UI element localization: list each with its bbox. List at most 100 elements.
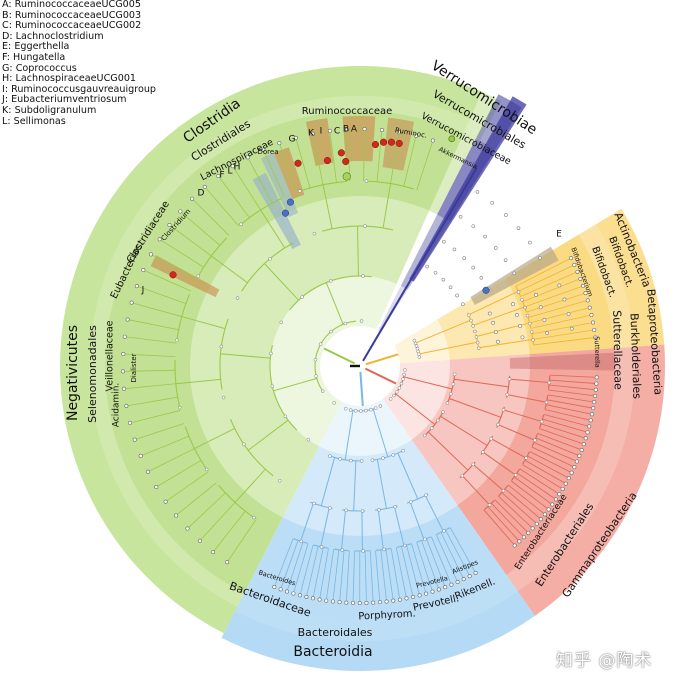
tree-branch xyxy=(174,360,181,408)
tree-branch xyxy=(312,135,324,185)
tree-node xyxy=(512,271,517,276)
tree-branch xyxy=(241,198,282,225)
taxon-label: Dorea xyxy=(258,148,279,156)
tree-branch xyxy=(454,378,509,388)
tree-node xyxy=(569,326,574,331)
clade-ring xyxy=(221,591,535,672)
leaf-node xyxy=(593,335,598,340)
clade-ring xyxy=(244,382,507,622)
legend-item: F: Hungatella xyxy=(2,51,66,63)
leaf-node xyxy=(230,164,235,169)
tree-branch xyxy=(125,353,176,358)
leaf-node xyxy=(397,130,402,135)
taxon-label: G xyxy=(289,135,296,145)
tree-branch xyxy=(459,461,476,479)
tree-node xyxy=(524,456,528,460)
leaf-node xyxy=(202,184,207,189)
tree-branch xyxy=(507,484,544,514)
tree-node xyxy=(474,335,479,339)
tree-branch xyxy=(357,226,359,277)
leaf-node xyxy=(566,476,571,481)
leaf-node xyxy=(443,585,448,590)
tree-node xyxy=(374,406,378,410)
tree-node xyxy=(442,529,446,533)
tree-node xyxy=(496,422,500,427)
tree-branch xyxy=(129,319,179,331)
clade-ring xyxy=(394,234,615,364)
leaf-node xyxy=(121,369,126,374)
leaf-node xyxy=(553,497,558,502)
leaf-node xyxy=(404,596,409,601)
tree-node xyxy=(177,405,182,410)
tree-branch xyxy=(377,509,384,550)
tree-branch xyxy=(395,393,436,425)
tree-node xyxy=(306,437,311,442)
leaf-node xyxy=(127,420,132,425)
tree-node xyxy=(476,346,481,351)
tree-node xyxy=(513,473,518,477)
clade-ring xyxy=(506,346,636,592)
leaf-node xyxy=(371,600,376,605)
tree-node xyxy=(436,418,440,423)
tree-node xyxy=(515,313,519,317)
taxon-label: Porphyrom. xyxy=(358,609,416,623)
tree-node xyxy=(312,231,317,236)
tree-branch xyxy=(342,509,366,512)
tree-branch xyxy=(421,540,439,588)
tree-node xyxy=(471,265,476,270)
tree-branch xyxy=(352,550,355,601)
leaf-node xyxy=(587,305,592,310)
tree-branch xyxy=(321,225,394,232)
tree-branch xyxy=(546,399,592,409)
leaf-node xyxy=(583,436,588,441)
leaf-node xyxy=(272,584,277,589)
tree-branch xyxy=(518,265,573,292)
tree-node xyxy=(361,549,365,553)
tree-branch xyxy=(395,547,407,597)
tree-node xyxy=(382,547,386,552)
tree-node xyxy=(342,172,351,181)
tree-node xyxy=(403,543,407,548)
tree-branch xyxy=(510,480,548,509)
tree-branch xyxy=(531,322,592,335)
tree-branch xyxy=(498,495,532,528)
tree-node xyxy=(429,426,434,431)
tree-branch xyxy=(545,404,591,415)
leaf-node xyxy=(278,587,283,592)
tree-node xyxy=(528,240,532,245)
leaf-node xyxy=(141,267,146,272)
tree-branch xyxy=(161,240,204,268)
tree-node xyxy=(471,224,476,228)
tree-branch xyxy=(539,428,582,444)
taxon-label: J xyxy=(141,286,145,296)
tree-node xyxy=(403,368,407,372)
tree-node xyxy=(312,501,316,506)
tree-branch xyxy=(181,316,226,330)
leaf-node xyxy=(261,147,266,152)
significant-marker xyxy=(395,139,403,147)
tree-node xyxy=(270,384,275,388)
leaf-node xyxy=(414,133,419,138)
taxon-label: Burkholderiales xyxy=(628,313,644,399)
tree-branch xyxy=(380,549,387,600)
leaf-node xyxy=(424,591,429,596)
highlight-band xyxy=(470,246,559,305)
leaf-node xyxy=(473,570,478,575)
leaf-node xyxy=(330,599,335,604)
tree-branch xyxy=(241,242,294,292)
taxon-label: I xyxy=(320,127,323,137)
tree-branch xyxy=(522,464,562,489)
leaf-node xyxy=(138,453,143,458)
tree-node xyxy=(204,467,209,472)
tree-node xyxy=(417,352,421,357)
tree-branch xyxy=(487,506,519,541)
legend-item: K: Subdoligranulum xyxy=(2,104,97,116)
leaf-node xyxy=(124,403,129,408)
tree-node xyxy=(475,190,480,194)
tree-branch xyxy=(507,394,547,403)
legend-item: E: Eggerthella xyxy=(2,41,70,53)
tree-branch xyxy=(496,406,505,428)
tree-node xyxy=(449,392,453,396)
tree-branch xyxy=(280,540,299,588)
tree-node xyxy=(489,436,493,441)
